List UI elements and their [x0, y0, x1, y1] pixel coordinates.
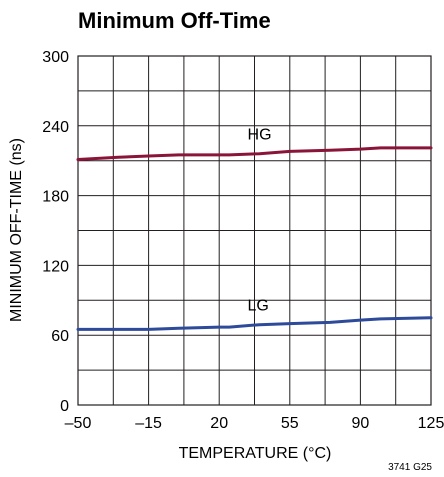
x-tick-label: –50 [65, 415, 92, 432]
series-line-hg [76, 146, 433, 161]
x-tick-labels: –50 –15 20 55 90 125 [65, 415, 444, 432]
x-tick-label: –15 [135, 415, 162, 432]
series-line-lg [76, 316, 433, 331]
y-tick-label: 240 [42, 119, 69, 136]
x-axis-label: TEMPERATURE (°C) [179, 445, 332, 462]
y-tick-label: 0 [60, 398, 69, 415]
y-tick-label: 120 [42, 258, 69, 275]
y-tick-labels: 0 60 120 180 240 300 [42, 49, 69, 415]
grid [77, 55, 432, 406]
x-tick-label: 125 [418, 415, 444, 432]
y-tick-label: 180 [42, 189, 69, 206]
y-tick-label: 300 [42, 49, 69, 66]
x-tick-label: 55 [281, 415, 299, 432]
y-axis-label: MINIMUM OFF-TIME (ns) [8, 138, 25, 322]
plot-frame [77, 55, 432, 406]
chart-title: Minimum Off-Time [78, 8, 271, 33]
y-tick-label: 60 [51, 328, 69, 345]
figure-code: 3741 G25 [388, 462, 432, 473]
series-label-hg: HG [248, 127, 272, 144]
series-label-lg: LG [248, 298, 269, 315]
series-layer: HG LG [76, 127, 433, 331]
x-tick-label: 20 [210, 415, 228, 432]
x-tick-label: 90 [352, 415, 370, 432]
